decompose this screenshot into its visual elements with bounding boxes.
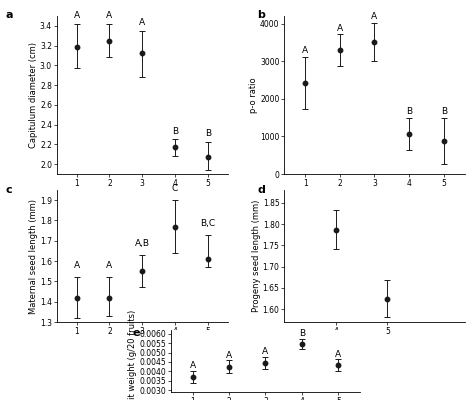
Text: d: d <box>257 185 265 195</box>
Text: b: b <box>257 10 265 20</box>
Text: A: A <box>190 361 196 370</box>
Text: A: A <box>226 351 232 360</box>
Y-axis label: p-o ratio: p-o ratio <box>249 77 258 113</box>
Y-axis label: Progeny seed length (mm): Progeny seed length (mm) <box>252 200 261 312</box>
Y-axis label: Maternal seed length (mm): Maternal seed length (mm) <box>29 198 38 314</box>
Text: A,B: A,B <box>135 239 150 248</box>
Text: B: B <box>299 329 305 338</box>
Text: A: A <box>106 261 112 270</box>
Text: A: A <box>73 11 80 20</box>
Text: B: B <box>406 107 412 116</box>
Text: A: A <box>263 347 268 356</box>
Text: A: A <box>335 350 341 359</box>
Text: A: A <box>372 12 377 21</box>
Text: A: A <box>337 24 343 32</box>
Y-axis label: Fruit weight (g/20 fruits): Fruit weight (g/20 fruits) <box>128 310 137 400</box>
Text: A: A <box>106 11 112 20</box>
Text: c: c <box>6 185 12 195</box>
Text: B: B <box>441 108 447 116</box>
Text: A: A <box>73 261 80 270</box>
Text: A: A <box>139 18 145 27</box>
Text: A: A <box>302 46 308 55</box>
Text: e: e <box>133 328 140 338</box>
Text: B: B <box>172 128 178 136</box>
Y-axis label: Capitulum diameter (cm): Capitulum diameter (cm) <box>29 42 38 148</box>
Text: B,C: B,C <box>201 218 215 228</box>
Text: a: a <box>6 10 13 20</box>
Text: C: C <box>172 184 178 193</box>
Text: B: B <box>205 130 211 138</box>
